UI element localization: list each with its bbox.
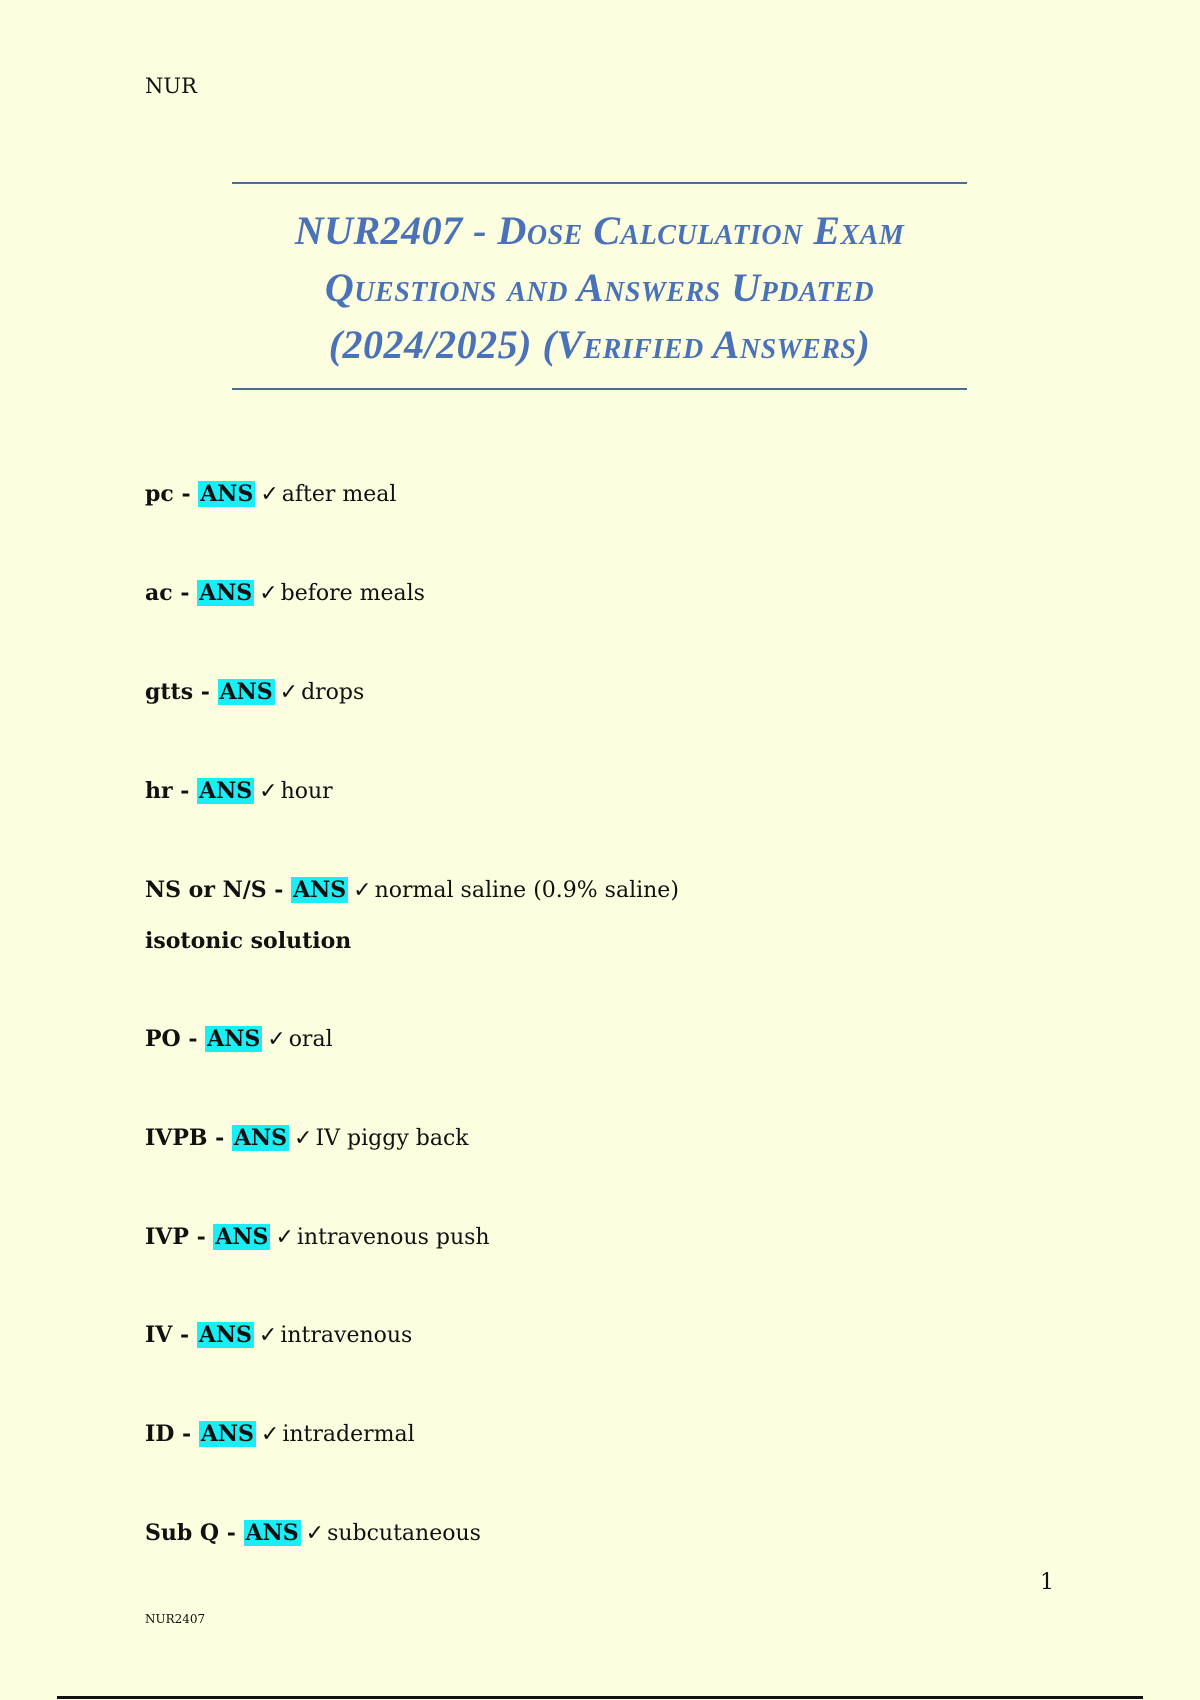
- ans-highlight-label: ANS: [243, 1520, 301, 1546]
- entry-separator: -: [207, 1125, 232, 1151]
- entry-term: IVPB: [145, 1125, 208, 1151]
- entry-term: ac: [145, 580, 173, 606]
- checkmark-icon: ✓: [260, 1422, 280, 1447]
- checkmark-icon: ✓: [258, 1323, 278, 1348]
- qa-entry: gtts - ANS ✓ drops: [145, 677, 364, 708]
- title-line: (2024/2025) (Verified Answers): [328, 322, 871, 367]
- checkmark-icon: ✓: [294, 1126, 313, 1151]
- entry-separator: -: [172, 778, 198, 804]
- entry-answer: before meals: [280, 581, 425, 606]
- qa-entry: hr - ANS ✓ hour: [145, 776, 333, 807]
- entry-extra: isotonic solution: [145, 928, 352, 954]
- ans-highlight-label: ANS: [205, 1026, 263, 1052]
- qa-entry: ac - ANS ✓ before meals: [145, 578, 425, 609]
- qa-entry: IVPB - ANS ✓ IV piggy back: [145, 1123, 469, 1154]
- page-bottom-rule: [57, 1696, 1143, 1699]
- ans-highlight-label: ANS: [213, 1224, 271, 1250]
- checkmark-icon: ✓: [305, 1521, 325, 1546]
- qa-entry: pc - ANS ✓ after meal: [145, 479, 396, 510]
- qa-entry: NS or N/S - ANS ✓ normal saline (0.9% sali…: [145, 875, 679, 956]
- checkmark-icon: ✓: [260, 482, 279, 507]
- entry-separator: -: [173, 481, 199, 507]
- checkmark-icon: ✓: [267, 1027, 286, 1052]
- entry-term: Sub Q: [145, 1520, 220, 1546]
- qa-entry: IVP - ANS ✓ intravenous push: [145, 1222, 490, 1253]
- entry-answer: IV piggy back: [315, 1126, 469, 1151]
- document-title: NUR2407 - Dose Calculation Exam Question…: [232, 202, 967, 373]
- ans-highlight-label: ANS: [198, 481, 256, 507]
- page-number: 1: [1040, 1570, 1054, 1595]
- entry-separator: -: [174, 1421, 199, 1447]
- qa-entry: ID - ANS ✓ intradermal: [145, 1419, 415, 1450]
- qa-entry: PO - ANS ✓ oral: [145, 1024, 333, 1055]
- entry-separator: -: [188, 1224, 214, 1250]
- entry-answer: intravenous push: [296, 1225, 490, 1250]
- qa-entry: Sub Q - ANS ✓ subcutaneous: [145, 1518, 481, 1549]
- entry-separator: -: [172, 1322, 197, 1348]
- entry-answer: subcutaneous: [327, 1521, 481, 1546]
- title-top-rule: [232, 182, 967, 184]
- entry-separator: -: [172, 580, 198, 606]
- entry-term: NS or N/S: [145, 877, 267, 903]
- ans-highlight-label: ANS: [197, 580, 255, 606]
- entry-answer: drops: [301, 680, 365, 705]
- ans-highlight-label: ANS: [197, 778, 255, 804]
- title-bottom-rule: [232, 388, 967, 390]
- checkmark-icon: ✓: [353, 878, 372, 903]
- title-line: Questions and Answers Updated: [324, 265, 875, 310]
- title-line: NUR2407 - Dose Calculation Exam: [294, 208, 905, 253]
- ans-highlight-label: ANS: [217, 679, 275, 705]
- ans-highlight-label: ANS: [231, 1125, 290, 1151]
- ans-highlight-label: ANS: [196, 1322, 254, 1348]
- entry-answer: hour: [280, 779, 333, 804]
- entry-answer: oral: [288, 1027, 333, 1052]
- ans-highlight-label: ANS: [198, 1421, 256, 1447]
- page-footer: NUR2407: [145, 1612, 206, 1626]
- entry-term: hr: [145, 778, 173, 804]
- entry-term: IV: [145, 1322, 173, 1348]
- entry-separator: -: [180, 1026, 206, 1052]
- checkmark-icon: ✓: [259, 581, 278, 606]
- entry-term: PO: [145, 1026, 181, 1052]
- entry-term: IVP: [145, 1224, 189, 1250]
- entry-separator: -: [193, 679, 218, 705]
- checkmark-icon: ✓: [279, 680, 299, 705]
- checkmark-icon: ✓: [275, 1225, 294, 1250]
- entry-term: gtts: [145, 679, 194, 705]
- qa-entry: IV - ANS ✓ intravenous: [145, 1320, 412, 1351]
- checkmark-icon: ✓: [259, 779, 278, 804]
- entry-term: ID: [145, 1421, 175, 1447]
- ans-highlight-label: ANS: [291, 877, 349, 903]
- entry-answer: intravenous: [280, 1323, 413, 1348]
- entry-separator: -: [266, 877, 292, 903]
- entry-separator: -: [219, 1520, 244, 1546]
- entry-answer: after meal: [281, 482, 397, 507]
- entry-answer: intradermal: [282, 1422, 415, 1447]
- entry-answer: normal saline (0.9% saline): [374, 878, 679, 903]
- entry-term: pc: [145, 481, 174, 507]
- page-header: NUR: [145, 74, 197, 98]
